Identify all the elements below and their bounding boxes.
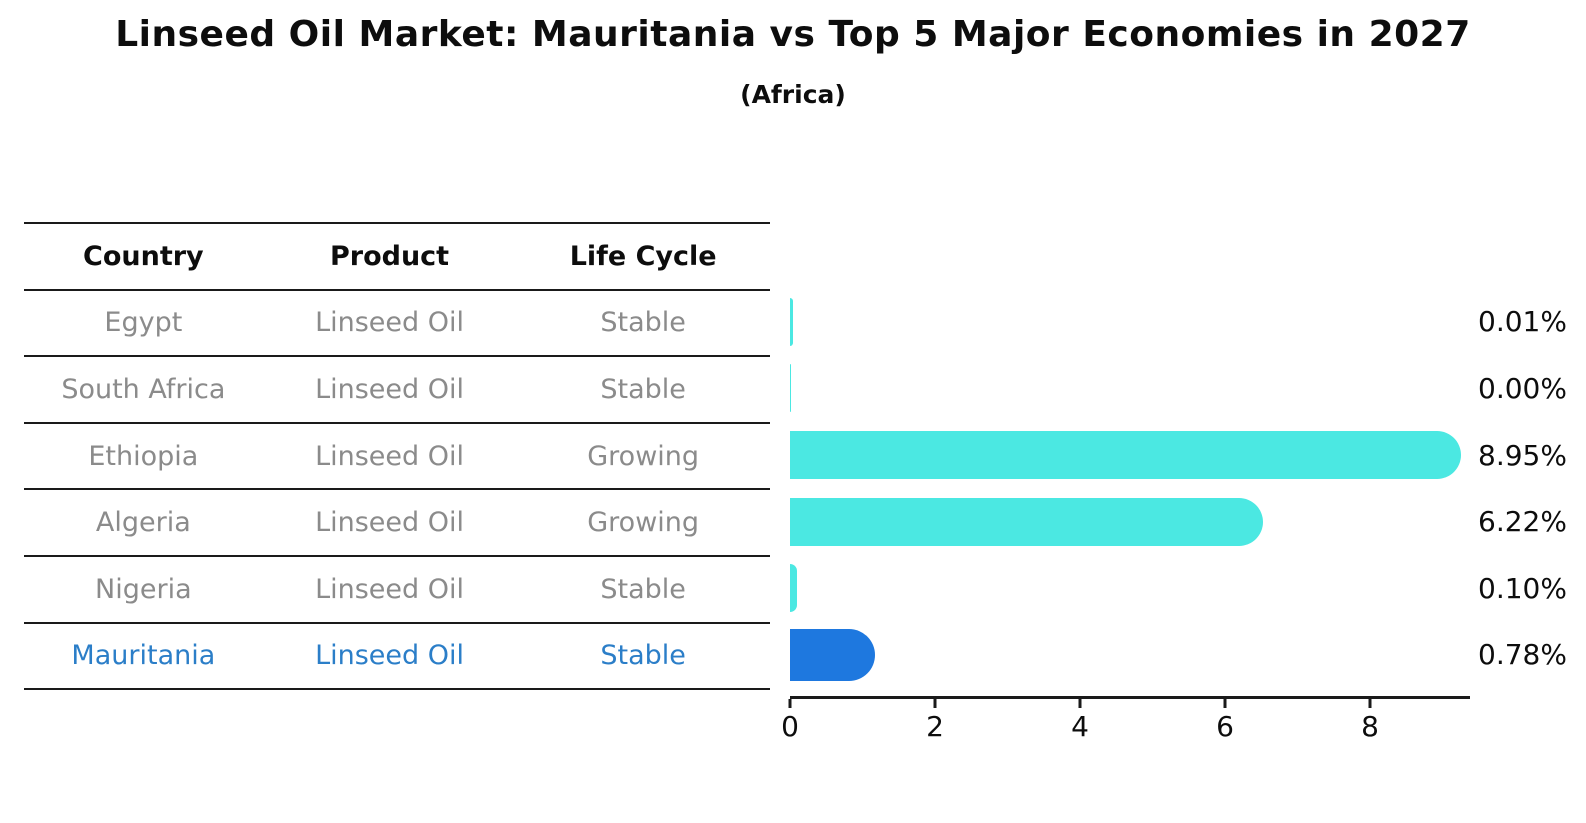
x-tick-4: [1078, 699, 1082, 708]
cell-product: Linseed Oil: [315, 640, 464, 672]
header-cell-life-cycle: Life Cycle: [569, 240, 717, 272]
x-tick-8: [1368, 699, 1372, 708]
cell-country: Nigeria: [95, 573, 192, 605]
x-tick-2: [933, 699, 937, 708]
value-label-algeria: 6.22%: [1478, 505, 1567, 539]
chart-title: Linseed Oil Market: Mauritania vs Top 5 …: [115, 14, 1471, 55]
cell-life-cycle: Growing: [587, 440, 700, 472]
bar-algeria: [790, 497, 1264, 546]
cell-country: South Africa: [61, 373, 226, 405]
x-tick-label-8: 8: [1361, 710, 1379, 743]
cell-product: Linseed Oil: [315, 573, 464, 605]
value-label-south-africa: 0.00%: [1478, 371, 1567, 405]
bar-row-south-africa: [790, 355, 1470, 422]
bar-nigeria: [790, 564, 798, 613]
cell-country: Mauritania: [71, 640, 216, 672]
bar-egypt: [790, 297, 793, 346]
value-label-mauritania: 0.78%: [1478, 638, 1567, 672]
cell-life-cycle: Stable: [600, 573, 686, 605]
cell-life-cycle: Stable: [600, 307, 686, 339]
x-tick-label-4: 4: [1071, 710, 1089, 743]
cell-country: Algeria: [95, 507, 191, 539]
bar-row-mauritania: [790, 622, 1470, 689]
x-axis-line: [790, 696, 1470, 699]
bar-row-nigeria: [790, 555, 1470, 622]
table-row-ethiopia: Ethiopia Linseed Oil Growing: [24, 421, 770, 489]
cell-life-cycle: Stable: [600, 640, 686, 672]
table-row-egypt: Egypt Linseed Oil Stable: [24, 288, 770, 356]
cell-product: Linseed Oil: [315, 507, 464, 539]
bar-ethiopia: [790, 431, 1461, 480]
header-cell-country: Country: [83, 240, 204, 272]
cell-country: Egypt: [104, 307, 183, 339]
cell-product: Linseed Oil: [315, 373, 464, 405]
cell-product: Linseed Oil: [315, 307, 464, 339]
chart-subtitle: (Africa): [740, 80, 846, 109]
bar-row-ethiopia: [790, 422, 1470, 489]
table-row-algeria: Algeria Linseed Oil Growing: [24, 488, 770, 555]
x-tick-6: [1223, 699, 1227, 708]
value-label-egypt: 0.01%: [1478, 305, 1567, 339]
cell-life-cycle: Growing: [587, 507, 700, 539]
bar-row-algeria: [790, 488, 1470, 555]
table-header-row: Country Product Life Cycle: [24, 222, 770, 289]
cell-life-cycle: Stable: [600, 373, 686, 405]
table-row-mauritania: Mauritania Linseed Oil Stable: [24, 621, 770, 689]
table-row-nigeria: Nigeria Linseed Oil Stable: [24, 554, 770, 622]
x-tick-0: [788, 699, 792, 708]
cell-product: Linseed Oil: [315, 440, 464, 472]
x-tick-label-0: 0: [781, 710, 799, 743]
bar-row-egypt: [790, 289, 1470, 356]
cell-country: Ethiopia: [88, 440, 199, 472]
market-table: Country Product Life Cycle Egypt Linseed…: [24, 222, 770, 691]
bar-south-africa: [790, 364, 791, 413]
x-tick-label-2: 2: [926, 710, 944, 743]
x-tick-label-6: 6: [1216, 710, 1234, 743]
value-label-ethiopia: 8.95%: [1478, 438, 1567, 472]
table-row-south-africa: South Africa Linseed Oil Stable: [24, 355, 770, 422]
bar-mauritania: [790, 628, 875, 681]
value-label-nigeria: 0.10%: [1478, 571, 1567, 605]
header-cell-product: Product: [329, 240, 450, 272]
